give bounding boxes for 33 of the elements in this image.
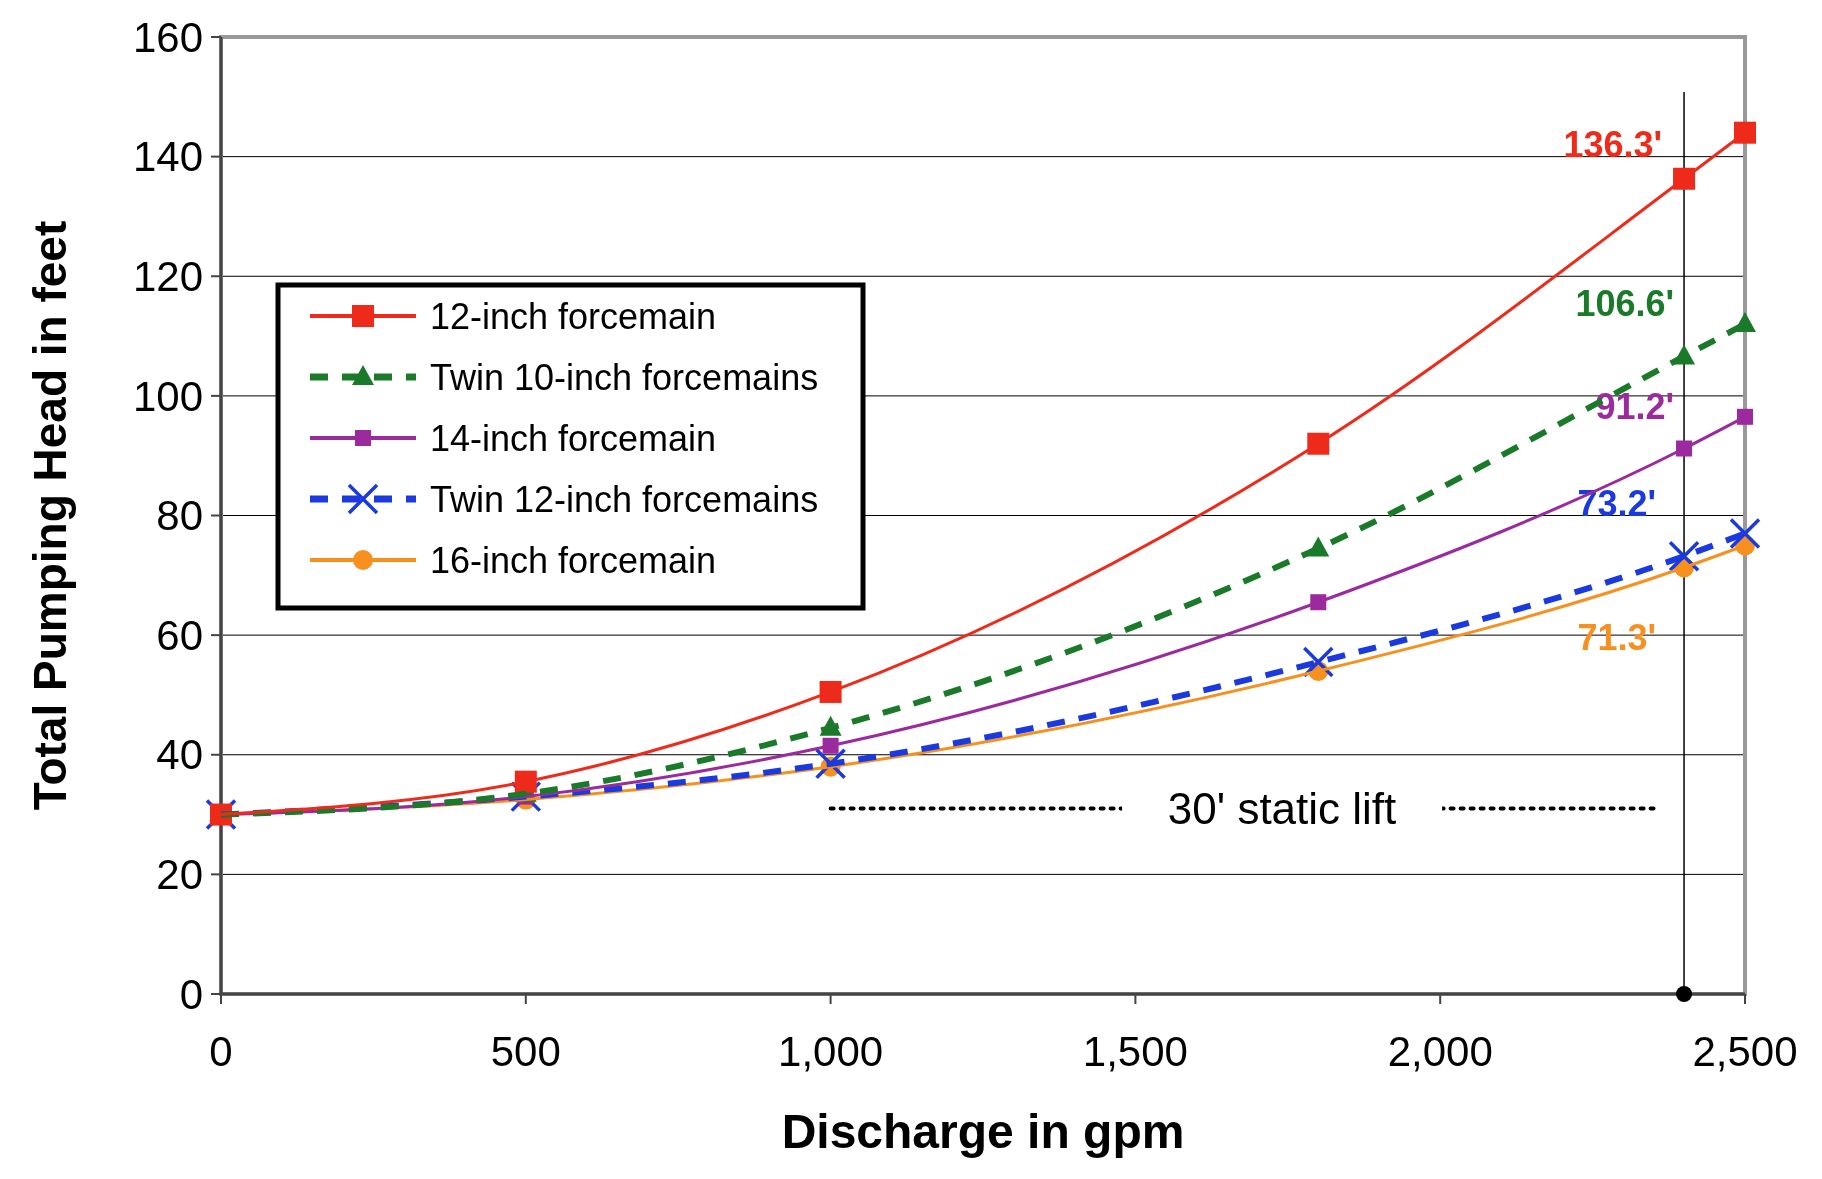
point [1676, 986, 1693, 1002]
legend-label: Twin 10-inch forcemains [430, 356, 819, 398]
x-tick-label: 500 [490, 1028, 561, 1075]
legend-label: 14-inch forcemain [430, 417, 717, 459]
x-tick-label: 2,500 [1692, 1028, 1798, 1075]
y-tick-label: 40 [156, 731, 203, 779]
x-tick-label: 0 [209, 1028, 233, 1075]
y-tick-label: 120 [132, 252, 203, 300]
point [1737, 408, 1753, 425]
point [1734, 121, 1756, 144]
y-tick-label: 80 [156, 492, 203, 540]
legend-label: Twin 12-inch forcemains [430, 478, 819, 520]
x-tick-label: 1,500 [1082, 1028, 1188, 1075]
point [814, 747, 847, 780]
y-tick-label: 60 [156, 611, 203, 659]
ref-line-label: 30' static lift [1167, 783, 1397, 833]
x-tick-label: 2,000 [1387, 1028, 1493, 1075]
data-label: 136.3' [1563, 123, 1663, 165]
y-tick-label: 20 [156, 851, 203, 899]
data-label: 73.2' [1577, 483, 1657, 525]
y-tick-label: 0 [179, 970, 203, 1018]
legend-label: 12-inch forcemain [430, 295, 717, 337]
x-tick-label: 1,000 [778, 1028, 884, 1075]
y-tick-label: 100 [132, 372, 203, 420]
data-label: 91.2' [1595, 385, 1675, 427]
legend-label: 16-inch forcemain [430, 539, 717, 581]
x-axis-title: Discharge in gpm [781, 1105, 1185, 1158]
y-tick-label: 160 [132, 13, 203, 61]
y-tick-label: 140 [132, 133, 203, 181]
point [1668, 540, 1700, 572]
data-label: 106.6' [1575, 283, 1675, 325]
point [1729, 517, 1761, 550]
y-axis-title: Total Pumping Head in feet [24, 220, 76, 811]
